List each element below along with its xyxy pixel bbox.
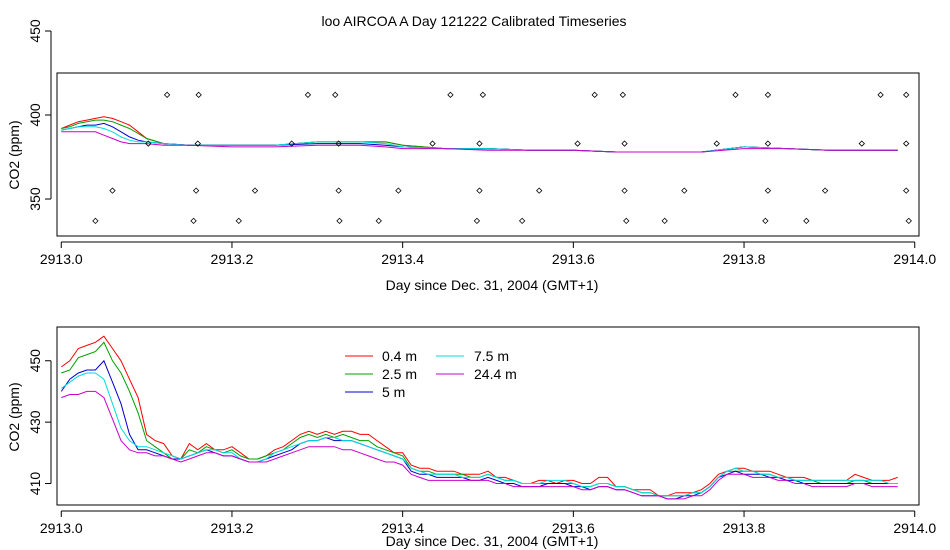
- top-panel: 2913.0 2913.2 2913.4 2913.6 2913.8 2914.0 350 4…: [6, 19, 936, 293]
- top-diamond-marker: [190, 217, 197, 225]
- top-diamond-marker: [621, 140, 628, 147]
- bottom-legend: 0.4 m 2.5 m 5 m 7.5 m 24.4 m: [345, 348, 517, 400]
- top-diamond-marker: [623, 217, 630, 225]
- top-diamond-marker: [574, 140, 581, 147]
- top-x-tick-label: 2913.0: [40, 251, 83, 267]
- top-x-axis-label: Day since Dec. 31, 2004 (GMT+1): [386, 277, 599, 293]
- bottom-series-line-0: [61, 335, 898, 497]
- bottom-series-line-3: [61, 372, 898, 497]
- top-diamond-marker: [621, 187, 628, 194]
- top-diamond-marker: [591, 91, 598, 99]
- top-diamond-marker: [429, 140, 436, 147]
- bottom-x-tick-label: 2913.0: [40, 520, 83, 536]
- top-x-tick-label: 2913.2: [211, 251, 254, 267]
- top-diamond-marker: [479, 91, 487, 99]
- top-diamond-marker: [375, 217, 382, 225]
- top-diamond-marker: [476, 187, 483, 194]
- legend-label: 24.4 m: [474, 366, 517, 382]
- top-diamond-marker: [473, 217, 481, 225]
- top-diamond-marker: [163, 91, 171, 99]
- bottom-panel: 2913.0 2913.2 2913.4 2913.6 2913.8 2914.0 410 4…: [6, 326, 936, 549]
- top-series-line-4: [61, 131, 898, 153]
- top-diamond-marker: [332, 91, 339, 99]
- top-diamond-marker: [336, 217, 343, 225]
- top-diamond-marker: [145, 140, 152, 147]
- top-diamond-marker: [447, 91, 454, 99]
- top-series: [61, 91, 912, 225]
- bottom-series-line-4: [61, 390, 898, 500]
- top-series-line-1: [61, 119, 898, 153]
- bottom-x-axis-label: Day since Dec. 31, 2004 (GMT+1): [386, 533, 599, 549]
- top-axes: 2913.0 2913.2 2913.4 2913.6 2913.8 2914.0 350 4…: [27, 19, 936, 267]
- top-y-axis-label: CO2 (ppm): [6, 120, 22, 189]
- top-x-tick-label: 2913.4: [381, 251, 424, 267]
- top-diamond-marker: [536, 187, 543, 194]
- top-plot-frame: [56, 72, 920, 237]
- top-diamond-marker: [195, 91, 202, 99]
- bottom-series: [60, 335, 898, 500]
- top-x-tick-label: 2913.6: [552, 251, 595, 267]
- top-diamond-marker: [518, 217, 526, 225]
- top-diamond-marker: [877, 91, 884, 99]
- top-diamond-marker: [109, 187, 116, 194]
- top-diamond-marker: [194, 140, 201, 147]
- legend-label: 0.4 m: [382, 348, 417, 364]
- bottom-plot-frame: [56, 326, 920, 506]
- top-diamond-marker: [858, 140, 865, 147]
- top-diamond-marker: [764, 91, 772, 99]
- top-diamond-marker: [905, 217, 912, 225]
- bottom-y-tick-label: 410: [27, 472, 43, 496]
- top-y-tick-label: 400: [27, 103, 43, 127]
- top-y-tick-label: 350: [27, 187, 43, 211]
- top-x-tick-label: 2913.8: [723, 251, 766, 267]
- top-diamond-marker: [288, 140, 295, 147]
- top-diamond-marker: [732, 91, 739, 99]
- top-diamond-marker: [235, 217, 242, 225]
- top-y-tick-label: 450: [27, 19, 43, 43]
- top-diamond-marker: [903, 91, 910, 99]
- top-diamond-marker: [803, 217, 810, 225]
- bottom-x-tick-label: 2913.6: [552, 520, 595, 536]
- figure-title: loo AIRCOA A Day 121222 Calibrated Times…: [321, 13, 626, 29]
- top-diamond-marker: [821, 187, 829, 194]
- top-diamond-marker: [903, 187, 910, 194]
- legend-label: 2.5 m: [382, 366, 417, 382]
- bottom-y-tick-label: 450: [27, 349, 43, 373]
- top-diamond-marker: [764, 140, 772, 147]
- top-diamond-marker: [335, 187, 342, 194]
- top-diamond-marker: [713, 140, 720, 147]
- bottom-axes: 2913.0 2913.2 2913.4 2913.6 2913.8 2914.0 410 4…: [27, 349, 936, 536]
- bottom-y-axis-label: CO2 (ppm): [6, 382, 22, 451]
- top-diamond-marker: [251, 187, 259, 194]
- legend-label: 7.5 m: [474, 348, 509, 364]
- top-diamond-marker: [304, 91, 312, 99]
- top-diamond-marker: [764, 187, 772, 194]
- top-diamond-marker: [661, 217, 668, 225]
- top-diamond-marker: [762, 217, 769, 225]
- top-diamond-marker: [335, 140, 342, 147]
- bottom-x-tick-label: 2913.4: [381, 520, 424, 536]
- bottom-x-tick-label: 2913.8: [723, 520, 766, 536]
- top-diamond-marker: [903, 140, 910, 147]
- top-x-tick-label: 2914.0: [893, 251, 936, 267]
- top-diamond-marker: [192, 187, 200, 194]
- bottom-x-tick-label: 2914.0: [893, 520, 936, 536]
- top-diamond-marker: [476, 140, 483, 147]
- legend-label: 5 m: [382, 384, 405, 400]
- top-diamond-marker: [395, 187, 402, 194]
- top-diamond-marker: [681, 187, 688, 194]
- bottom-y-tick-label: 430: [27, 410, 43, 434]
- top-diamond-marker: [92, 217, 99, 225]
- bottom-x-tick-label: 2913.2: [211, 520, 254, 536]
- top-diamond-marker: [619, 91, 627, 99]
